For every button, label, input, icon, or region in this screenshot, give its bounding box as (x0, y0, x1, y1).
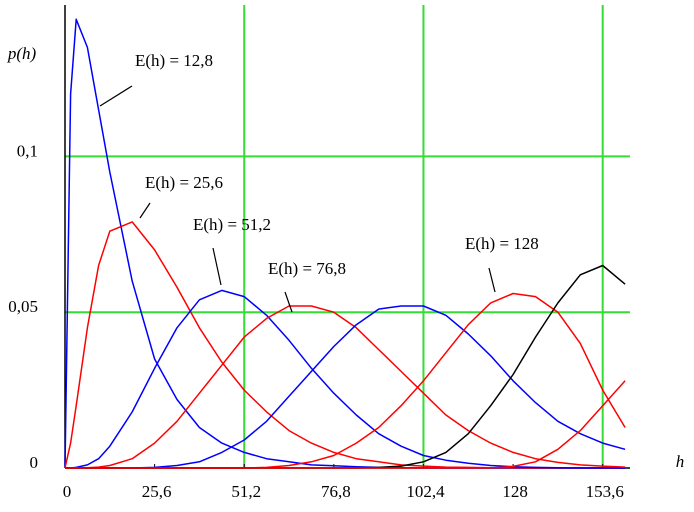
x-tick-label: 25,6 (142, 482, 172, 501)
curve (65, 264, 626, 469)
x-tick-label: 102,4 (406, 482, 445, 501)
x-axis-label: h (676, 452, 685, 471)
leader-line (212, 247, 222, 286)
annotation: E(h) = 76,8 (268, 259, 346, 278)
annotation: E(h) = 12,8 (135, 51, 213, 70)
curve (65, 305, 626, 469)
y-axis-label: p(h) (7, 44, 37, 63)
x-tick-label: 128 (502, 482, 528, 501)
x-tick-label: 76,8 (321, 482, 351, 501)
y-tick-label: 0,1 (17, 141, 38, 160)
y-tick-label: 0,05 (8, 297, 38, 316)
curve (65, 289, 626, 469)
curve (65, 305, 626, 469)
annotation: E(h) = 51,2 (193, 215, 271, 234)
y-tick-label: 0 (30, 453, 39, 472)
x-tick-label: 153,6 (586, 482, 624, 501)
leader-line (284, 291, 293, 313)
curve (64, 221, 626, 469)
leader-line (488, 267, 496, 293)
annotation: E(h) = 128 (465, 234, 539, 253)
leader-line (99, 85, 133, 107)
x-tick-label: 0 (63, 482, 72, 501)
x-tick-label: 51,2 (231, 482, 261, 501)
curve (65, 380, 626, 469)
leader-line (139, 202, 151, 219)
annotation: E(h) = 25,6 (145, 173, 223, 192)
